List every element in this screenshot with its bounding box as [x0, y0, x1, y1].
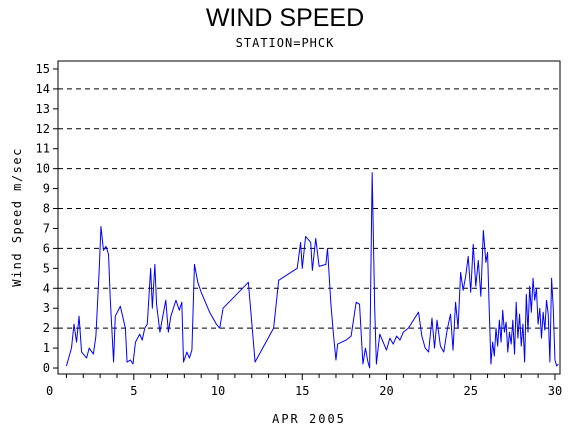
- x-tick-label: 15: [295, 384, 309, 398]
- x-tick-label: 20: [379, 384, 393, 398]
- y-tick-label: 12: [36, 122, 50, 136]
- chart-subtitle: STATION=PHCK: [235, 36, 335, 50]
- chart-title: WIND SPEED: [205, 4, 365, 32]
- x-tick-label: 5: [130, 384, 137, 398]
- x-tick-label: 30: [548, 384, 562, 398]
- y-tick-label: 5: [43, 261, 50, 275]
- y-tick-label: 4: [43, 281, 50, 295]
- y-tick-label: 6: [43, 241, 50, 255]
- x-axis: 0 5 10 15 20 25 30: [46, 374, 562, 398]
- series-layer: [65, 172, 559, 369]
- y-tick-label: 3: [43, 301, 50, 315]
- wind-speed-series-line: [65, 172, 559, 369]
- y-tick-label: 0: [43, 361, 50, 375]
- y-tick-label: 7: [43, 221, 50, 235]
- x-tick-label: 25: [463, 384, 477, 398]
- y-tick-label: 2: [43, 321, 50, 335]
- x-tick-label: 0: [46, 384, 53, 398]
- y-tick-label: 14: [36, 82, 50, 96]
- y-tick-label: 8: [43, 202, 50, 216]
- y-tick-label: 9: [43, 182, 50, 196]
- x-axis-label: APR 2005: [272, 412, 346, 426]
- x-tick-label: 10: [211, 384, 225, 398]
- y-tick-label: 11: [36, 142, 50, 156]
- y-tick-label: 10: [36, 162, 50, 176]
- reference-lines: [58, 88, 560, 329]
- y-tick-label: 15: [36, 62, 50, 76]
- y-axis-label: Wind Speed m/sec: [10, 147, 24, 287]
- y-tick-label: 1: [43, 341, 50, 355]
- plot-frame: [57, 60, 561, 375]
- y-tick-label: 13: [36, 102, 50, 116]
